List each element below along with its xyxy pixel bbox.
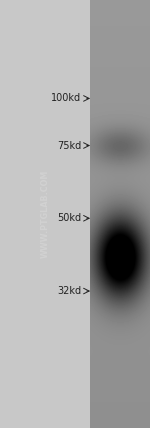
Text: WWW.PTGLAB.COM: WWW.PTGLAB.COM — [40, 170, 50, 258]
Text: 50kd: 50kd — [57, 213, 81, 223]
Text: 75kd: 75kd — [57, 140, 81, 151]
Text: 100kd: 100kd — [51, 93, 81, 104]
Text: 32kd: 32kd — [57, 286, 81, 296]
